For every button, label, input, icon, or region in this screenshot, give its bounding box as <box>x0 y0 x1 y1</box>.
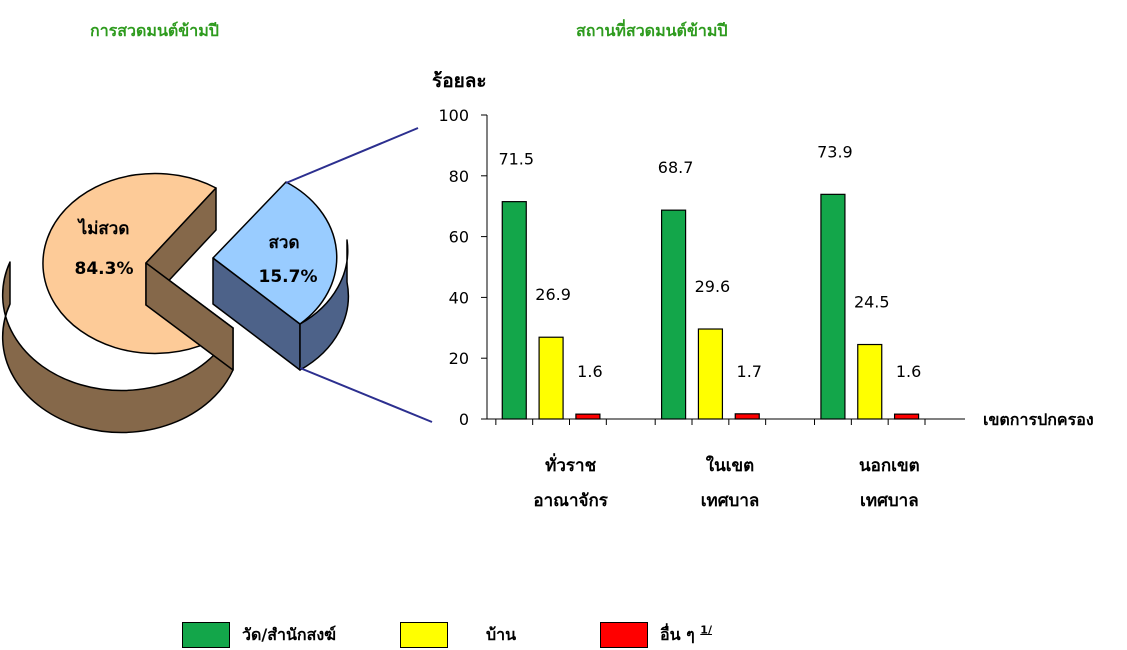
bar <box>820 193 846 420</box>
bar <box>893 413 920 420</box>
bar-value-label: 68.7 <box>658 158 694 177</box>
y-tick-label: 100 <box>438 106 469 125</box>
x-axis-label: เขตการปกครอง <box>983 410 1094 429</box>
bar <box>575 413 601 420</box>
bar-value-label: 71.5 <box>498 150 534 169</box>
bar-chart: ร้อยละ เขตการปกครอง 0 20 40 60 80 100 71.5 26.… <box>432 70 1094 511</box>
y-axis-label: ร้อยละ <box>432 70 487 92</box>
bar <box>734 413 760 420</box>
legend-swatch-temple <box>182 622 230 648</box>
x-category-label-line2: เทศบาล <box>701 491 760 511</box>
bar <box>538 336 564 420</box>
bar <box>857 343 883 420</box>
y-axis-ticks: 0 20 40 60 80 100 <box>438 106 965 429</box>
pie-label-pray: สวด <box>269 233 300 253</box>
x-category-label-line1: ทั่วราช <box>545 453 596 476</box>
pie-connector-bottom <box>299 367 433 423</box>
legend-label-home: บ้าน <box>486 624 517 644</box>
pie-slice-pray-outer-side <box>299 239 350 371</box>
x-category-label-line2: เทศบาล <box>860 491 919 511</box>
legend-label-temple: วัด/สำนักสงฆ์ <box>242 624 337 644</box>
bar-chart-title: สถานที่สวดมนต์ข้ามปี <box>576 21 728 40</box>
y-tick-label: 40 <box>449 288 469 307</box>
bar-series: 71.5 26.9 1.6 68.7 29.6 1.7 73.9 24.5 1.6 <box>498 142 921 420</box>
bar-value-label: 73.9 <box>817 142 853 161</box>
pie-label-not-pray: ไม่สวด <box>77 218 130 239</box>
bar-value-label: 1.6 <box>896 362 921 381</box>
bar-value-label: 1.6 <box>577 362 602 381</box>
legend-item-other: อื่น ๆ 1/ <box>600 620 712 650</box>
x-category-label-line2: อาณาจักร <box>533 491 608 511</box>
y-tick-label: 20 <box>449 349 469 368</box>
legend-label-other: อื่น ๆ 1/ <box>660 623 712 648</box>
pie-slice-not-pray-inner-wall-2 <box>145 262 234 371</box>
legend-item-home: บ้าน <box>400 620 516 650</box>
bar <box>660 209 687 420</box>
bar <box>697 328 724 420</box>
x-category-label-line1: ในเขต <box>706 455 754 476</box>
y-tick-label: 0 <box>459 410 469 429</box>
pie-slice-pray <box>212 181 338 325</box>
x-category-label-line1: นอกเขต <box>859 456 920 476</box>
legend-footnote: 1/ <box>700 623 712 637</box>
pie-connector-top <box>285 127 419 184</box>
pie-chart-title: การสวดมนต์ข้ามปี <box>90 21 219 40</box>
bar-value-label: 26.9 <box>535 285 571 304</box>
pie-chart: ไม่สวด 84.3% สวด 15.7% <box>1 127 433 434</box>
bar-value-label: 29.6 <box>695 277 731 296</box>
legend-swatch-home <box>400 622 448 648</box>
legend-swatch-other <box>600 622 648 648</box>
y-tick-label: 60 <box>449 228 469 247</box>
bar-value-label: 1.7 <box>737 362 762 381</box>
bar-value-label: 24.5 <box>854 293 890 312</box>
bar <box>501 201 527 420</box>
pie-value-not-pray: 84.3% <box>75 259 134 279</box>
pie-value-pray: 15.7% <box>259 267 318 287</box>
legend-label-other-text: อื่น ๆ <box>660 624 695 644</box>
y-tick-label: 80 <box>449 167 469 186</box>
legend-item-temple: วัด/สำนักสงฆ์ <box>182 620 336 650</box>
